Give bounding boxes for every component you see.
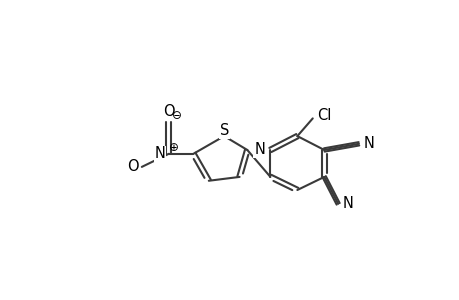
Text: O: O — [162, 104, 174, 119]
Text: O: O — [127, 159, 139, 174]
Text: N: N — [342, 196, 353, 211]
Text: N: N — [363, 136, 374, 151]
Text: Cl: Cl — [317, 108, 331, 123]
Text: ⊕: ⊕ — [168, 141, 178, 154]
Text: N: N — [253, 142, 264, 158]
Text: N: N — [155, 146, 165, 161]
Text: S: S — [219, 123, 229, 138]
Text: ⊖: ⊖ — [171, 109, 181, 122]
